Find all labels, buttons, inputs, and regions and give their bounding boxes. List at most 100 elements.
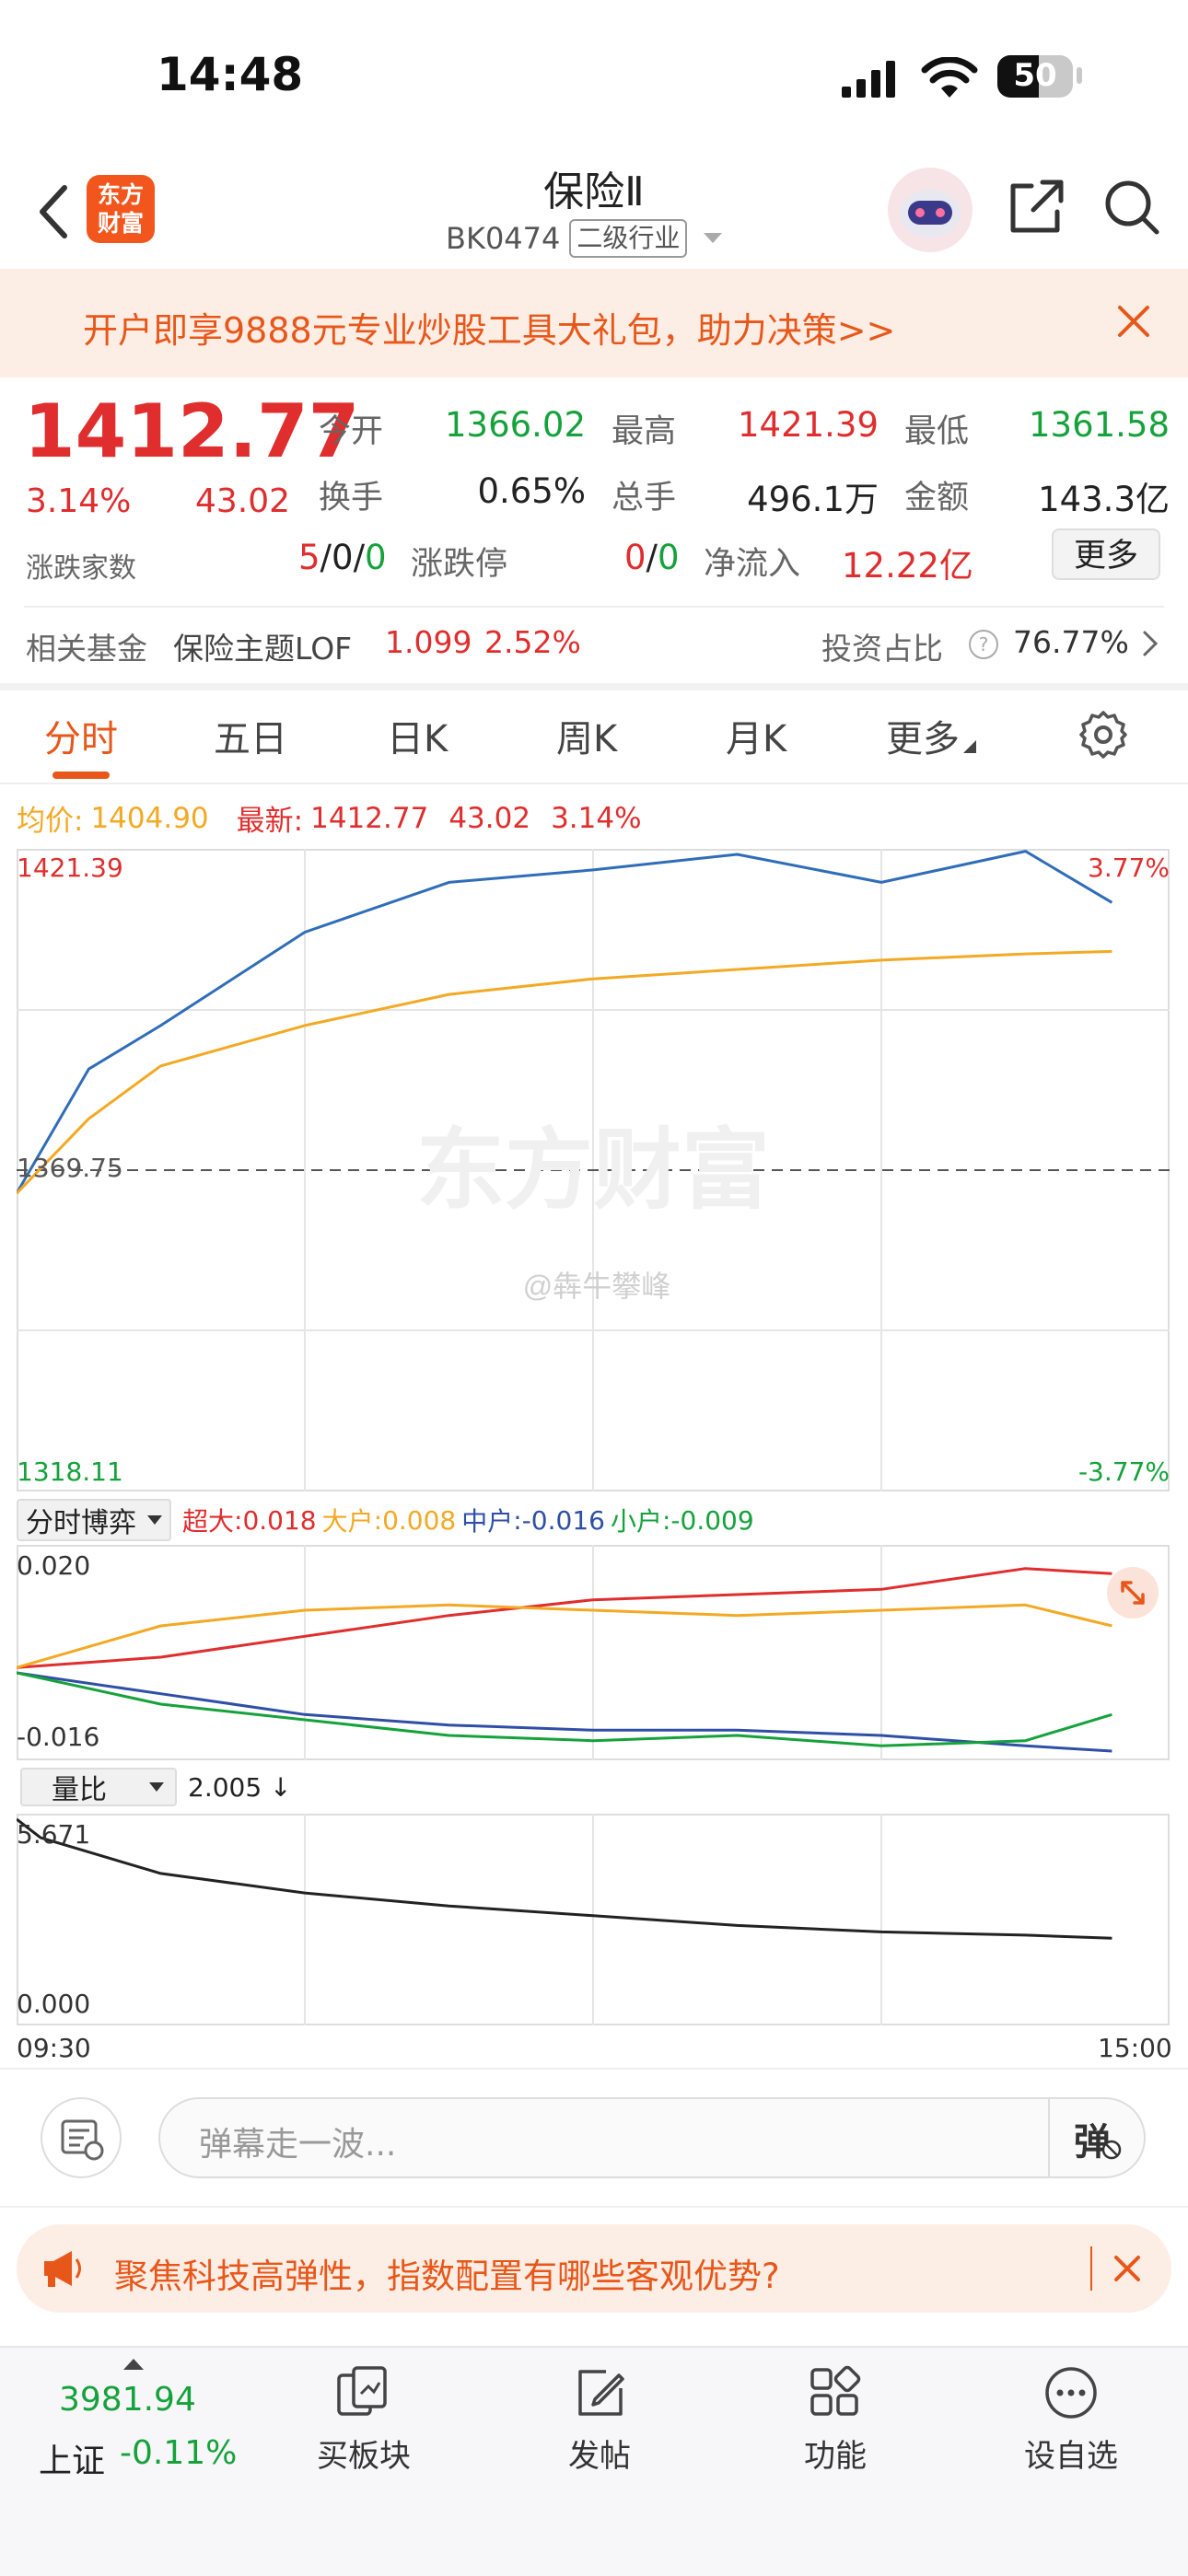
series-label-super: 超大: [182, 1506, 235, 1537]
fund-flow-selector[interactable]: 分时博弈: [17, 1499, 171, 1541]
nav-buy-sector[interactable]: 买板块: [304, 2362, 424, 2476]
app-logo[interactable]: 东方 财富: [87, 175, 155, 243]
pct-min-label: -3.77%: [1077, 1456, 1170, 1487]
avg-price-label: 均价:: [17, 805, 84, 838]
flow-y-min-label: -0.016: [17, 1722, 100, 1752]
axis-divider: [0, 2068, 1188, 2070]
danmu-toggle-button[interactable]: 弹: [1074, 2112, 1122, 2165]
price-series-0: [17, 850, 1113, 1195]
flow-y-max-label: 0.020: [17, 1550, 91, 1581]
nav-post[interactable]: 发帖: [540, 2362, 659, 2476]
open-label: 今开: [319, 413, 384, 450]
volume-ratio-chart[interactable]: 5.671 0.000: [17, 1814, 1170, 2025]
expand-icon[interactable]: [1107, 1567, 1159, 1619]
chevron-right-icon[interactable]: [1142, 630, 1159, 657]
promo-text: 开户即享9888元专业炒股工具大礼包，助力决策>>: [83, 310, 896, 351]
avg-price-value: 1404.90: [90, 801, 209, 835]
search-icon[interactable]: [1101, 177, 1162, 238]
section-divider: [0, 683, 1188, 690]
sector-subtitle[interactable]: BK0474 二级行业: [446, 219, 723, 258]
index-name: 上证: [39, 2443, 106, 2480]
current-price: 1412.77: [24, 389, 360, 474]
share-icon[interactable]: [1006, 177, 1066, 238]
volume-ratio-series-0: [17, 1817, 1112, 1940]
watermark-weibo: @犇牛攀峰: [523, 1270, 671, 1303]
fund-flow-svg: [17, 1545, 1170, 1760]
latest-label: 最新:: [236, 805, 304, 838]
inflow-label: 净流入: [704, 546, 801, 583]
sector-level-tag: 二级行业: [569, 219, 688, 258]
bottom-nav: 3981.94 上证 -0.11% 买板块 发帖 功能 设自选: [0, 2346, 1188, 2576]
flow-series-0: [17, 1567, 1112, 1669]
battery-tip: [1077, 67, 1082, 84]
series-label-medium: 中户: [461, 1506, 514, 1537]
dropdown-triangle-icon: [149, 1782, 164, 1792]
fund-name[interactable]: 保险主题LOF: [173, 631, 353, 667]
amount-label: 金额: [904, 480, 970, 516]
ad-banner[interactable]: 聚焦科技高弹性，指数配置有哪些客观优势?: [17, 2224, 1171, 2313]
related-fund-row[interactable]: 相关基金 保险主题LOF 1.099 2.52% 投资占比 ? 76.77%: [0, 608, 1188, 683]
fund-price: 1.099: [385, 624, 472, 660]
nav-functions[interactable]: 功能: [775, 2362, 895, 2476]
chart-tabs: 分时 五日 日K 周K 月K 更多: [0, 690, 1188, 783]
nav-add-watchlist[interactable]: 设自选: [1011, 2362, 1131, 2476]
volume-value: 496.1万: [747, 480, 879, 519]
open-value: 1366.02: [444, 405, 586, 445]
tab-intraday[interactable]: 分时: [44, 709, 118, 779]
series-value-medium: -0.016: [521, 1504, 605, 1536]
ad-close-icon[interactable]: [1112, 2254, 1142, 2283]
time-axis-end: 15:00: [1098, 2033, 1172, 2063]
amount-value: 143.3亿: [1038, 480, 1170, 519]
danmu-input[interactable]: 弹幕走一波... 弹: [158, 2097, 1146, 2178]
divider: [24, 606, 1164, 608]
compose-icon: [578, 2370, 624, 2416]
more-button[interactable]: 更多: [1052, 528, 1160, 580]
nav-label: 发帖: [568, 2438, 631, 2475]
promo-banner[interactable]: 开户即享9888元专业炒股工具大礼包，助力决策>>: [0, 269, 1188, 377]
latest-percent: 3.14%: [551, 801, 642, 835]
nav-label: 功能: [804, 2438, 867, 2475]
change-value: 43.02: [195, 482, 291, 520]
breadth-value: 5/0/0: [298, 538, 387, 577]
buy-sector-icon: [337, 2366, 387, 2416]
settings-gear-icon[interactable]: [1077, 709, 1129, 760]
close-icon[interactable]: [1116, 304, 1151, 339]
back-arrow-icon[interactable]: [35, 182, 72, 241]
sector-code: BK0474: [446, 221, 561, 256]
time-axis-start: 09:30: [17, 2033, 91, 2063]
series-value-super: 0.018: [242, 1504, 317, 1536]
dropdown-triangle-icon: [147, 1515, 162, 1525]
ad-separator: [1090, 2246, 1092, 2291]
series-label-large: 大户: [321, 1506, 374, 1537]
volume-ratio-selector[interactable]: 量比: [20, 1768, 177, 1806]
price-series-1: [17, 949, 1112, 1195]
y-min-label: 1318.11: [17, 1456, 123, 1487]
tab-more[interactable]: 更多: [886, 709, 976, 762]
fund-flow-chart[interactable]: 0.020 -0.016: [17, 1545, 1170, 1760]
flow-series-1: [17, 1603, 1112, 1669]
volume-label: 总手: [611, 480, 677, 516]
price-chart-svg: 东方财富 @犇牛攀峰: [17, 849, 1170, 1491]
volume-ratio-svg: [17, 1814, 1170, 2025]
megaphone-icon: [41, 2248, 85, 2289]
tab-monthly-k[interactable]: 月K: [726, 718, 787, 760]
investment-ratio-label: 投资占比: [821, 631, 943, 667]
fund-flow-legend: 分时博弈 超大:0.018 大户:0.008 中户: -0.016 小户: -0.0…: [17, 1499, 754, 1541]
index-ticker[interactable]: 3981.94 上证 -0.11%: [18, 2348, 249, 2495]
battery-icon: 50: [997, 55, 1073, 98]
limit-label: 涨跌停: [411, 546, 508, 583]
tab-weekly-k[interactable]: 周K: [556, 718, 618, 760]
comment-list-icon[interactable]: [41, 2097, 122, 2178]
intraday-price-chart[interactable]: 东方财富 @犇牛攀峰 1421.39 1369.75 1318.11 3.77%…: [17, 849, 1170, 1491]
low-value: 1361.58: [1028, 405, 1170, 445]
turnover-value: 0.65%: [477, 471, 586, 511]
signal-icon: [840, 59, 906, 99]
robot-avatar-icon[interactable]: [888, 168, 973, 252]
help-icon[interactable]: ?: [969, 630, 998, 659]
caret-down-icon: [963, 740, 976, 753]
y-mid-label: 1369.75: [17, 1153, 123, 1183]
flow-series-3: [17, 1671, 1112, 1747]
header: 东方 财富 保险Ⅱ BK0474 二级行业: [0, 157, 1188, 269]
tab-five-day[interactable]: 五日: [214, 718, 287, 760]
tab-daily-k[interactable]: 日K: [387, 718, 448, 760]
